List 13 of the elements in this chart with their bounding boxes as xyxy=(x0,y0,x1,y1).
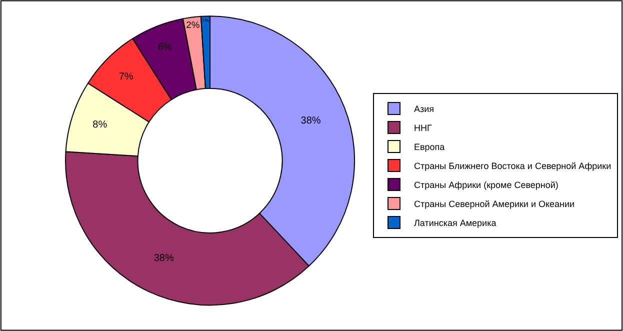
legend-label: Азия xyxy=(414,104,434,114)
legend-label: Страны Северной Америки и Океании xyxy=(414,199,575,210)
data-label: 7% xyxy=(118,71,134,82)
legend-label: ННГ xyxy=(414,123,432,134)
legend-label: Страны Африки (кроме Северной) xyxy=(414,180,558,190)
data-label: 38% xyxy=(300,115,321,126)
data-label: 38% xyxy=(154,253,174,264)
data-label: 8% xyxy=(92,119,108,130)
legend-label: Латинская Америка xyxy=(414,218,496,228)
legend-label: Страны Ближнего Востока и Северной Африки xyxy=(414,161,612,172)
data-label: 2% xyxy=(186,20,200,30)
legend-label: Европа xyxy=(414,142,445,152)
data-label: 6% xyxy=(158,42,172,53)
